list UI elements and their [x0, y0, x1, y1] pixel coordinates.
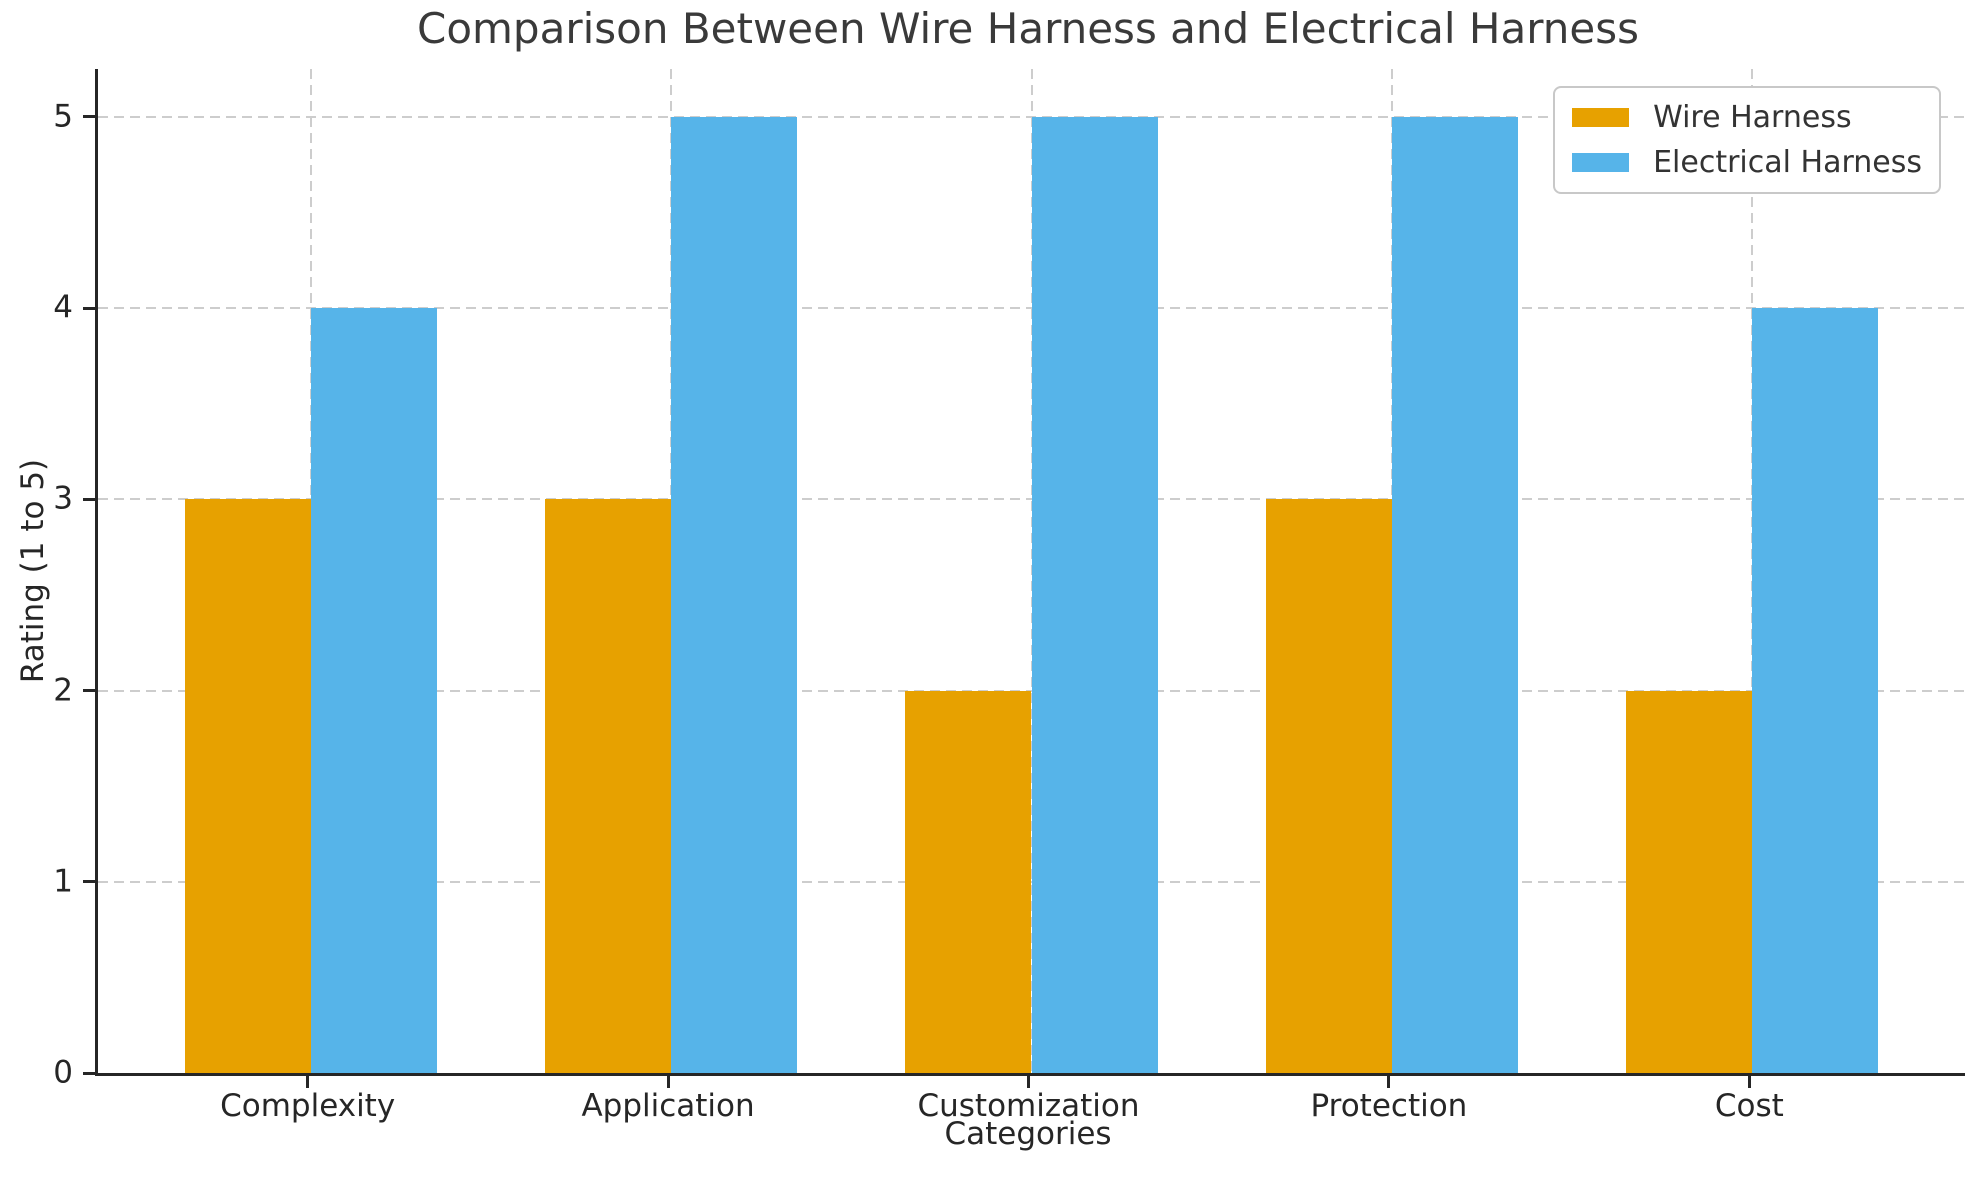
- y-tick-mark: [83, 306, 95, 310]
- y-tick-label: 4: [53, 289, 73, 326]
- x-tick-label: Customization: [917, 1088, 1140, 1124]
- x-tick-label: Application: [581, 1088, 755, 1124]
- x-tick-mark: [306, 1076, 310, 1088]
- y-tick-mark: [83, 880, 95, 884]
- x-tick-mark: [1747, 1076, 1751, 1088]
- chart-title: Comparison Between Wire Harness and Elec…: [417, 4, 1639, 53]
- y-tick-mark: [83, 115, 95, 119]
- bar-series1: [544, 499, 672, 1073]
- bar-series2: [1031, 116, 1158, 1073]
- bar-series1: [905, 690, 1032, 1073]
- y-tick-label: 3: [53, 480, 73, 517]
- legend-label: Electrical Harness: [1653, 144, 1922, 180]
- legend-swatch: [1572, 108, 1630, 128]
- bar-series1: [1626, 690, 1753, 1073]
- plot-area: Wire Harness Electrical Harness: [95, 69, 1965, 1076]
- bar-series2: [1752, 308, 1879, 1073]
- x-tick-mark: [1387, 1076, 1391, 1088]
- legend: Wire Harness Electrical Harness: [1553, 86, 1941, 194]
- x-tick-mark: [1027, 1076, 1030, 1088]
- legend-row: Electrical Harness: [1572, 144, 1922, 182]
- x-tick-label: Complexity: [220, 1088, 396, 1124]
- legend-label: Wire Harness: [1653, 100, 1852, 135]
- y-tick-label: 5: [53, 98, 73, 135]
- bar-series2: [310, 308, 437, 1073]
- bar-series2: [671, 116, 798, 1073]
- y-tick-label: 0: [53, 1054, 73, 1091]
- y-tick-label: 1: [53, 863, 73, 900]
- x-tick-label: Protection: [1310, 1088, 1468, 1124]
- legend-row: Wire Harness: [1572, 99, 1922, 137]
- x-tick-mark: [666, 1076, 670, 1088]
- bar-series1: [1265, 499, 1392, 1073]
- y-tick-mark: [83, 689, 95, 693]
- x-axis-label: Categories: [944, 1116, 1112, 1152]
- y-tick-mark: [83, 1071, 95, 1075]
- y-tick-mark: [83, 497, 95, 501]
- bar-series2: [1391, 116, 1519, 1073]
- y-tick-label: 2: [53, 672, 73, 709]
- bar-series1: [184, 499, 311, 1073]
- legend-swatch: [1572, 152, 1630, 172]
- x-tick-label: Cost: [1714, 1088, 1784, 1124]
